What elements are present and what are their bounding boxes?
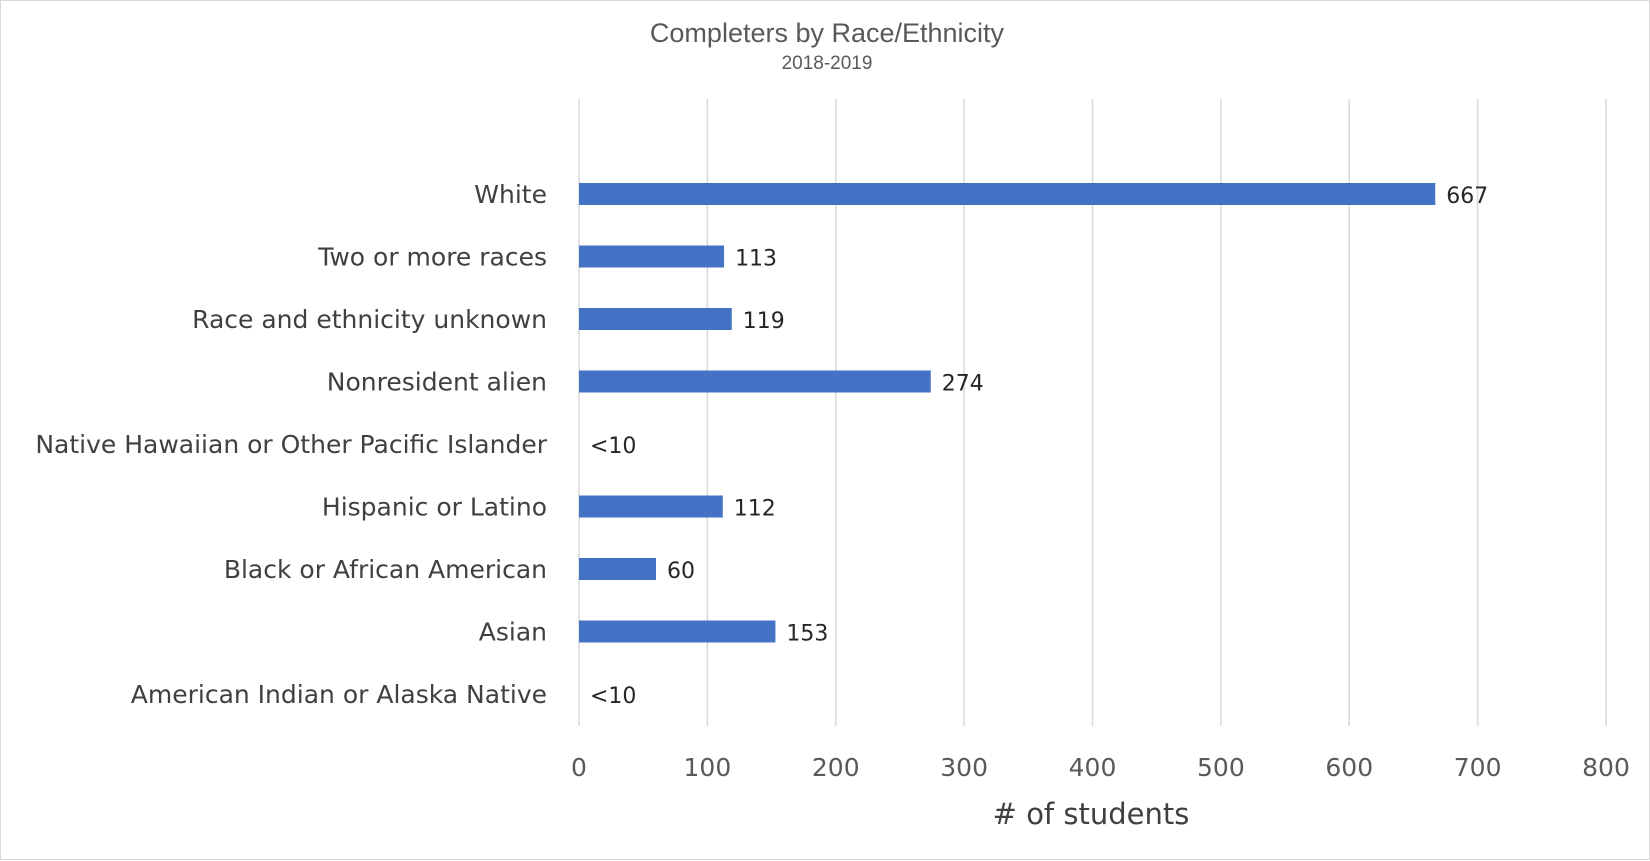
data-label: 153 — [786, 622, 828, 647]
bar — [579, 558, 657, 580]
data-label: <10 — [590, 684, 636, 709]
bar — [579, 620, 776, 643]
category-label: Nonresident alien — [327, 368, 547, 397]
x-tick-label: 100 — [684, 753, 732, 782]
category-label: American Indian or Alaska Native — [131, 680, 547, 709]
data-labels: 667 113 119 274 <10 112 60 153 <10 — [590, 184, 1488, 709]
bars — [579, 183, 1436, 643]
x-axis-ticks: 0 100 200 300 400 500 600 700 800 — [571, 753, 1630, 782]
bar — [579, 183, 1436, 205]
category-label: Race and ethnicity unknown — [192, 305, 547, 334]
x-tick-label: 800 — [1582, 753, 1630, 782]
data-label: 113 — [735, 247, 777, 272]
category-label: Native Hawaiian or Other Pacific Islande… — [35, 430, 547, 459]
bar — [579, 370, 931, 393]
x-tick-label: 500 — [1197, 753, 1245, 782]
bar — [579, 308, 732, 330]
x-tick-label: 200 — [812, 753, 860, 782]
category-label: Black or African American — [224, 555, 547, 584]
data-label: 667 — [1446, 184, 1488, 209]
chart-subtitle: 2018-2019 — [782, 53, 873, 74]
data-label: 274 — [942, 372, 984, 397]
data-label: 112 — [734, 497, 776, 522]
category-label: Asian — [479, 618, 547, 647]
bar — [579, 245, 725, 268]
x-tick-label: 600 — [1325, 753, 1373, 782]
x-tick-label: 300 — [940, 753, 988, 782]
x-axis-title: # of students — [993, 797, 1190, 831]
bar — [579, 495, 723, 518]
category-label: Two or more races — [317, 243, 547, 272]
x-tick-label: 400 — [1069, 753, 1117, 782]
x-tick-label: 700 — [1454, 753, 1502, 782]
category-label: Hispanic or Latino — [322, 493, 547, 522]
data-label: 60 — [667, 559, 695, 584]
category-label: White — [474, 180, 547, 209]
category-labels: White Two or more races Race and ethnicity… — [35, 180, 547, 709]
x-tick-label: 0 — [571, 753, 587, 782]
data-label: <10 — [590, 434, 636, 459]
chart-title: Completers by Race/Ethnicity — [650, 18, 1005, 48]
data-label: 119 — [743, 309, 785, 334]
